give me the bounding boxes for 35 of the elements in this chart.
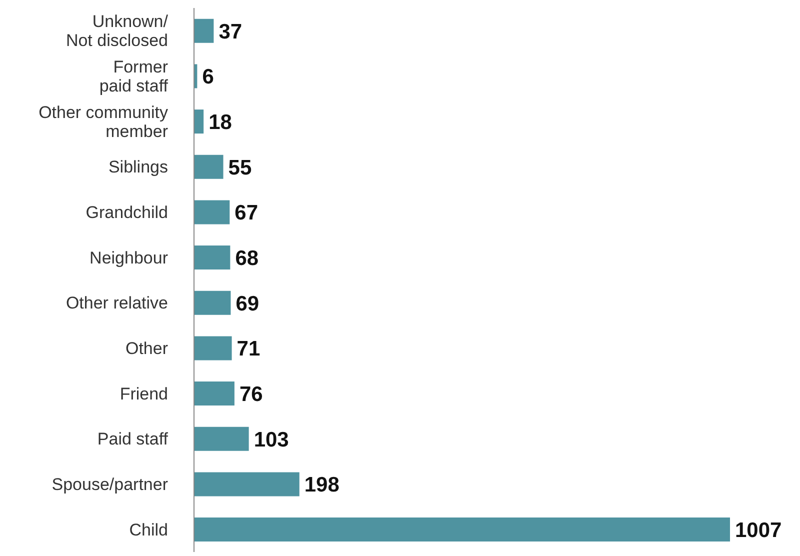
bar (194, 426, 249, 451)
data-label: 55 (228, 156, 252, 180)
y-tick-label: Other community member (38, 102, 168, 140)
bar (194, 246, 230, 270)
data-label: 1007 (735, 519, 782, 542)
bar (194, 382, 234, 406)
y-tick-label: Neighbour (90, 248, 168, 267)
y-tick-label: Spouse/partner (52, 474, 168, 494)
y-tick-label: Paid staff (97, 429, 168, 448)
data-label: 6 (202, 66, 214, 89)
data-label: 69 (236, 292, 260, 316)
data-label: 68 (235, 247, 259, 270)
y-tick-label: Grandchild (86, 202, 168, 222)
y-tick-label: Other (125, 338, 168, 358)
data-label: 71 (236, 338, 260, 361)
data-label: 76 (239, 383, 263, 406)
bar (194, 518, 730, 542)
bar (194, 472, 300, 496)
bar (194, 154, 224, 179)
data-label: 67 (234, 202, 258, 225)
data-label: 37 (218, 20, 242, 44)
data-label: 103 (254, 428, 289, 452)
bar (194, 110, 204, 134)
data-label: 198 (304, 474, 340, 497)
y-tick-label: Friend (120, 384, 168, 403)
bar (194, 18, 214, 43)
y-tick-label: Unknown/ Not disclosed (66, 12, 168, 50)
y-tick-label: Former paid staff (99, 57, 168, 95)
bar (194, 290, 231, 315)
data-label: 18 (208, 111, 232, 134)
bar (194, 200, 230, 224)
y-tick-label: Other relative (66, 293, 168, 312)
y-tick-label: Child (129, 520, 168, 539)
bar (194, 336, 232, 360)
y-tick-label: Siblings (108, 157, 168, 176)
